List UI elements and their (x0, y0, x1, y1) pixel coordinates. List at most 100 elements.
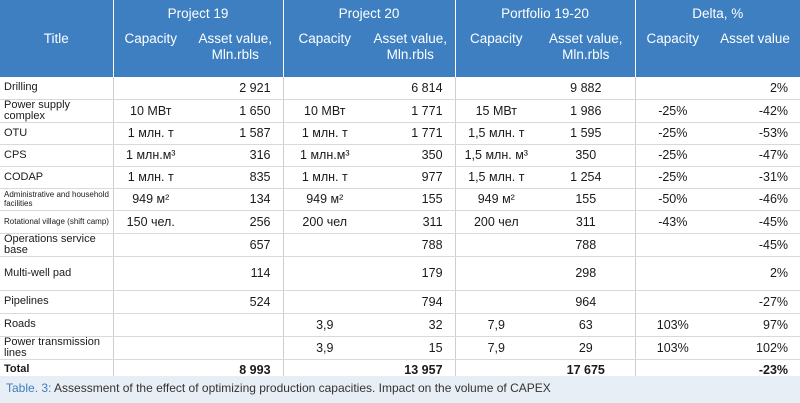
capex-table: Title Project 19 Project 20 Portfolio 19… (0, 0, 800, 381)
cell-p20c: 1 млн. т (282, 122, 367, 145)
cell-p20c: 200 чел (282, 210, 367, 234)
cell-p20v: 977 (366, 166, 456, 189)
row-title: OTU (0, 122, 113, 145)
cell-pfc: 1,5 млн. т (454, 166, 538, 189)
table-row: Rotational village (shift camp) 150 чел. 2… (0, 210, 800, 234)
header-sub-asset-value: Asset value, Mln.rbls (366, 26, 456, 77)
cell-p19v: 134 (188, 188, 284, 211)
cell-pfc: 200 чел (454, 210, 538, 234)
cell-p20c (282, 290, 367, 314)
cell-p20v: 32 (366, 313, 456, 337)
table-body: Drilling 2 921 6 814 9 882 2% Power supply co… (0, 77, 800, 381)
cell-pfv: 1 595 (537, 122, 636, 145)
cell-p19v: 2 921 (188, 77, 284, 100)
cell-pfv: 1 254 (537, 166, 636, 189)
cell-p20c: 1 млн.м³ (282, 144, 367, 167)
header-title: Title (0, 0, 113, 77)
cell-p19v: 524 (188, 290, 284, 314)
cell-dv: 97% (710, 313, 800, 337)
cell-p19c (112, 256, 188, 291)
cell-pfc: 949 м² (454, 188, 538, 211)
cell-dv: 102% (710, 336, 800, 360)
cell-dv: -45% (710, 210, 800, 234)
cell-dv: -31% (710, 166, 800, 189)
cell-dc (634, 256, 711, 291)
cell-p19v (188, 313, 284, 337)
cell-pfv: 298 (537, 256, 636, 291)
cell-p20c: 3,9 (282, 313, 367, 337)
cell-dv: -47% (710, 144, 800, 167)
cell-dc: -25% (634, 122, 711, 145)
cell-p20v: 794 (366, 290, 456, 314)
cell-p19c: 1 млн. т (112, 166, 188, 189)
table-row: Drilling 2 921 6 814 9 882 2% (0, 77, 800, 100)
row-title: CPS (0, 144, 113, 167)
cell-p19v: 256 (188, 210, 284, 234)
cell-p19c (112, 313, 188, 337)
cell-p19c: 150 чел. (112, 210, 188, 234)
cell-pfc: 7,9 (454, 336, 538, 360)
cell-p20v: 1 771 (366, 122, 456, 145)
cell-dc: 103% (634, 336, 711, 360)
cell-p19v: 316 (188, 144, 284, 167)
cell-pfv: 1 986 (537, 99, 636, 123)
cell-p20v: 311 (366, 210, 456, 234)
cell-dv: -45% (710, 233, 800, 257)
cell-dc: -25% (634, 99, 711, 123)
row-title: Rotational village (shift camp) (0, 210, 113, 234)
cell-p19c: 1 млн.м³ (112, 144, 188, 167)
cell-pfv: 9 882 (537, 77, 636, 100)
total-p19-value: 8 993 (188, 358, 284, 381)
row-title: Operations service base (0, 233, 113, 257)
table-row: Multi-well pad 114 179 298 2% (0, 256, 800, 291)
cell-pfc: 15 МВт (454, 99, 538, 123)
cell-pfc: 1,5 млн. т (454, 122, 538, 145)
cell-p20v: 155 (366, 188, 456, 211)
header-group-project-20: Project 20 (282, 0, 456, 26)
cell-p20c (282, 233, 367, 257)
cell-dv: -53% (710, 122, 800, 145)
cell-p19c (112, 336, 188, 360)
cell-p19v (188, 336, 284, 360)
row-title: Drilling (0, 77, 113, 100)
row-title: Roads (0, 313, 113, 337)
cell-pfc (454, 290, 538, 314)
cell-p19v: 657 (188, 233, 284, 257)
cell-dc (634, 233, 711, 257)
row-title: CODAP (0, 166, 113, 189)
cell-p20v: 350 (366, 144, 456, 167)
cell-p20c: 10 МВт (282, 99, 367, 123)
cell-p20v: 788 (366, 233, 456, 257)
cell-pfc: 1,5 млн. м³ (454, 144, 538, 167)
header-sub-capacity: Capacity (634, 26, 711, 77)
cell-dv: -42% (710, 99, 800, 123)
table-row: Power supply complex 10 МВт 1 650 10 МВт 1 7… (0, 99, 800, 123)
cell-p19c (112, 233, 188, 257)
cell-pfc (454, 233, 538, 257)
row-title: Multi-well pad (0, 256, 113, 291)
header-sub-capacity: Capacity (454, 26, 538, 77)
cell-pfv: 788 (537, 233, 636, 257)
caption-label: Table. 3: (6, 381, 52, 395)
cell-pfv: 311 (537, 210, 636, 234)
header-sub-capacity: Capacity (112, 26, 188, 77)
cell-p20v: 15 (366, 336, 456, 360)
cell-p19c: 1 млн. т (112, 122, 188, 145)
table-row: Pipelines 524 794 964 -27% (0, 290, 800, 314)
cell-dv: -27% (710, 290, 800, 314)
row-title: Pipelines (0, 290, 113, 314)
cell-dc: -43% (634, 210, 711, 234)
cell-p19v: 1 650 (188, 99, 284, 123)
row-title: Power supply complex (0, 99, 113, 123)
cell-p20c: 949 м² (282, 188, 367, 211)
cell-dc: 103% (634, 313, 711, 337)
cell-p20c: 3,9 (282, 336, 367, 360)
cell-p20c (282, 77, 367, 100)
cell-dc: -50% (634, 188, 711, 211)
table-row: Operations service base 657 788 788 -45% (0, 233, 800, 257)
cell-dc: -25% (634, 144, 711, 167)
cell-p19v: 1 587 (188, 122, 284, 145)
header-group-delta: Delta, % (634, 0, 800, 26)
